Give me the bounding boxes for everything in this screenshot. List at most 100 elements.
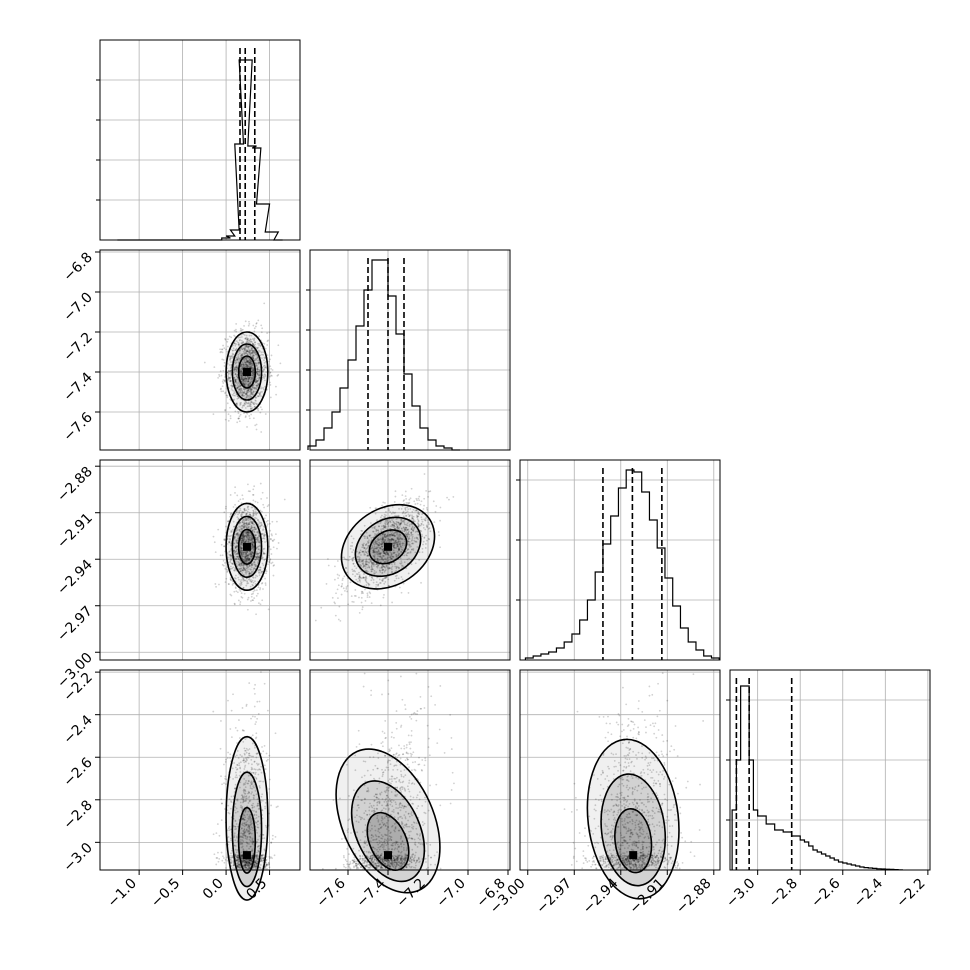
- sample-point: [253, 338, 255, 341]
- sample-point: [226, 571, 229, 573]
- sample-point: [347, 603, 350, 606]
- sample-point: [224, 561, 226, 564]
- sample-point: [222, 382, 225, 384]
- sample-point: [234, 360, 236, 362]
- sample-point: [230, 388, 233, 390]
- sample-point: [241, 707, 244, 709]
- sample-point: [234, 366, 237, 369]
- sample-point: [247, 384, 250, 387]
- sample-point: [266, 497, 268, 499]
- sample-point: [239, 329, 242, 332]
- sample-point: [224, 380, 226, 383]
- sample-point: [391, 601, 394, 604]
- sample-point: [260, 331, 263, 334]
- sample-point: [225, 348, 228, 351]
- sample-point: [235, 343, 238, 346]
- sample-point: [434, 510, 437, 513]
- sample-point: [235, 366, 238, 369]
- sample-point: [229, 367, 232, 369]
- sample-point: [275, 520, 278, 523]
- sample-point: [237, 412, 240, 415]
- sample-point: [234, 586, 237, 589]
- sample-point: [224, 858, 227, 861]
- sample-point: [246, 346, 249, 349]
- sample-point: [223, 361, 226, 364]
- sample-point: [276, 547, 278, 550]
- sample-point: [437, 531, 440, 533]
- sample-point: [234, 359, 237, 362]
- sample-point: [257, 377, 259, 380]
- sample-point: [249, 381, 252, 384]
- sample-point: [236, 421, 239, 424]
- sample-point: [218, 583, 220, 586]
- sample-point: [233, 369, 236, 372]
- sample-point: [262, 588, 264, 590]
- sample-point: [239, 601, 242, 603]
- sample-point: [244, 337, 247, 340]
- sample-point: [370, 602, 373, 604]
- sample-point: [271, 534, 273, 537]
- sample-point: [263, 364, 266, 367]
- sample-point: [239, 392, 242, 395]
- sample-point: [213, 541, 216, 544]
- sample-point: [248, 351, 251, 354]
- sample-point: [263, 302, 266, 305]
- sample-point: [259, 345, 262, 348]
- sample-point: [224, 391, 227, 394]
- sample-point: [269, 365, 272, 368]
- sample-point: [255, 378, 258, 381]
- sample-point: [240, 363, 243, 366]
- sample-point: [240, 388, 243, 390]
- sample-point: [233, 369, 235, 371]
- sample-point: [237, 344, 240, 346]
- sample-point: [439, 519, 441, 522]
- sample-point: [245, 377, 248, 380]
- sample-point: [246, 391, 249, 394]
- sample-point: [353, 594, 356, 597]
- sample-point: [251, 342, 254, 345]
- sample-point: [219, 388, 222, 391]
- sample-point: [254, 361, 257, 364]
- sample-point: [243, 353, 246, 356]
- sample-point: [234, 379, 236, 382]
- sample-point: [234, 373, 237, 376]
- sample-point: [407, 592, 410, 594]
- sample-point: [350, 595, 353, 598]
- sample-point: [337, 577, 339, 580]
- sample-point: [234, 394, 237, 397]
- sample-point: [228, 370, 231, 373]
- sample-point: [251, 391, 253, 394]
- sample-point: [241, 374, 244, 377]
- sample-point: [226, 568, 228, 571]
- sample-point: [263, 764, 266, 767]
- sample-point: [267, 535, 270, 538]
- sample-point: [251, 374, 253, 377]
- sample-point: [230, 384, 233, 387]
- sample-point: [224, 409, 227, 412]
- sample-point: [255, 428, 258, 431]
- sample-point: [223, 511, 226, 514]
- sample-point: [236, 494, 239, 497]
- sample-point: [257, 346, 260, 349]
- sample-point: [234, 410, 237, 413]
- sample-point: [251, 734, 254, 737]
- sample-point: [256, 347, 259, 350]
- sample-point: [244, 377, 246, 380]
- sample-point: [257, 602, 260, 605]
- sample-point: [254, 424, 257, 427]
- sample-point: [221, 554, 224, 557]
- sample-point: [265, 520, 268, 523]
- sample-point: [237, 382, 240, 385]
- sample-point: [261, 599, 264, 602]
- sample-point: [276, 374, 279, 377]
- histogram-p2: [524, 469, 720, 660]
- sample-point: [255, 721, 257, 723]
- sample-point: [423, 497, 426, 500]
- sample-point: [277, 542, 280, 544]
- sample-point: [234, 486, 237, 489]
- sample-point: [414, 503, 417, 505]
- sample-point: [251, 388, 253, 391]
- sample-point: [255, 358, 257, 360]
- sample-point: [249, 395, 252, 398]
- hist-frame-p0: [99, 39, 301, 241]
